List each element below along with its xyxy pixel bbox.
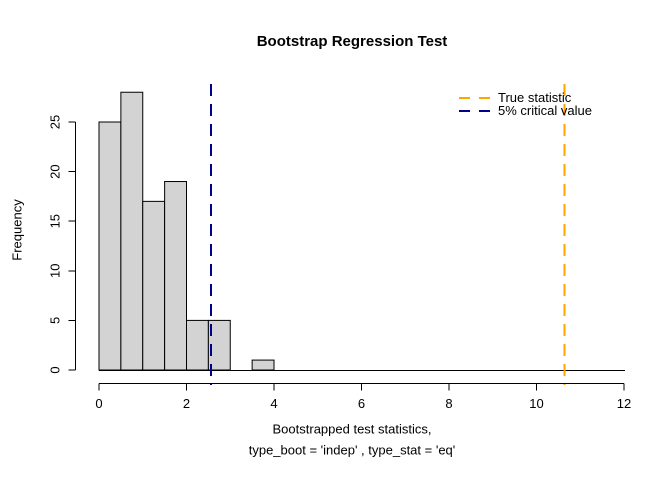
x-axis-label-line1: Bootstrapped test statistics,	[272, 421, 432, 437]
x-tick-label: 0	[95, 396, 102, 411]
histogram-bar	[120, 91, 144, 371]
chart-title: Bootstrap Regression Test	[256, 33, 448, 50]
histogram-bar	[164, 181, 187, 371]
histogram-bar	[142, 200, 166, 371]
x-tick-label: 4	[270, 396, 277, 411]
legend: True statistic 5% critical value	[459, 91, 592, 117]
histogram-bar	[251, 359, 275, 371]
y-tick-label: 15	[48, 214, 63, 228]
x-tick-label: 8	[445, 396, 452, 411]
y-tick-label: 20	[48, 164, 63, 178]
legend-item-true-statistic: True statistic	[459, 91, 592, 104]
y-tick-label: 25	[48, 115, 63, 129]
legend-item-critical-value: 5% critical value	[459, 104, 592, 117]
x-tick-label: 12	[617, 396, 631, 411]
x-tick-label: 6	[358, 396, 365, 411]
y-tick-label: 10	[48, 264, 63, 278]
x-tick-label: 2	[183, 396, 190, 411]
orange-dashed-line-key-icon	[459, 96, 490, 99]
histogram-bar	[186, 319, 209, 371]
x-tick-label: 10	[529, 396, 543, 411]
y-tick-label: 0	[48, 366, 63, 373]
x-axis-label-line2: type_boot = 'indep' , type_stat = 'eq'	[248, 442, 456, 458]
navy-dashed-line-key-icon	[459, 109, 490, 112]
legend-label-critical-value: 5% critical value	[498, 103, 592, 118]
legend-label-true-statistic: True statistic	[498, 90, 572, 105]
histogram-bar	[98, 121, 122, 371]
y-tick-label: 5	[48, 317, 63, 324]
